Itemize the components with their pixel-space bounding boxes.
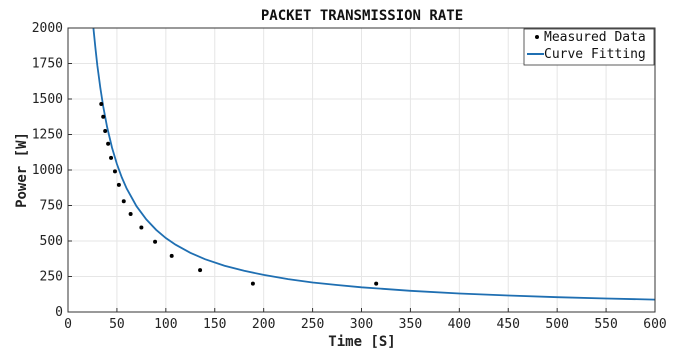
y-tick-label: 0 <box>55 305 63 320</box>
y-tick-label: 500 <box>40 234 63 249</box>
x-tick-label: 100 <box>154 317 177 332</box>
measured-data-point <box>109 155 114 160</box>
x-tick-label: 300 <box>350 317 373 332</box>
x-tick-label: 350 <box>399 317 422 332</box>
x-tick-label: 250 <box>301 317 324 332</box>
x-tick-label: 400 <box>448 317 471 332</box>
legend-marker-measured-data <box>535 35 539 39</box>
x-tick-label: 150 <box>203 317 226 332</box>
x-tick-label: 0 <box>64 317 72 332</box>
curve-fitting-line <box>92 27 656 301</box>
measured-data-point <box>250 281 255 286</box>
x-tick-label: 500 <box>545 317 568 332</box>
chart-title: PACKET TRANSMISSION RATE <box>261 8 463 24</box>
x-tick-label: 450 <box>497 317 520 332</box>
y-tick-label: 250 <box>40 270 63 285</box>
y-tick-label: 1000 <box>32 163 63 178</box>
curve-fitting-path <box>92 27 656 301</box>
measured-data-point <box>101 114 106 119</box>
x-axis-label: Time [S] <box>328 334 395 350</box>
measured-data-point <box>128 212 133 217</box>
legend-label-measured-data: Measured Data <box>544 30 646 45</box>
y-tick-label: 2000 <box>32 21 63 36</box>
measured-data-point <box>121 199 126 204</box>
y-tick-label: 1750 <box>32 57 63 72</box>
legend-label-curve-fitting: Curve Fitting <box>544 47 646 62</box>
measured-data-point <box>139 225 144 230</box>
y-tick-label: 1500 <box>32 92 63 107</box>
measured-data-point <box>112 169 117 174</box>
y-tick-label: 750 <box>40 199 63 214</box>
measured-data-point <box>153 239 158 244</box>
y-axis-ticks: 0 250 500 750 1000 1250 1500 1750 2000 <box>32 21 72 320</box>
measured-data-point <box>169 253 174 258</box>
measured-data-point <box>198 268 203 273</box>
y-tick-label: 1250 <box>32 128 63 143</box>
x-tick-label: 200 <box>252 317 275 332</box>
measured-data-points <box>99 101 379 286</box>
x-tick-label: 600 <box>643 317 666 332</box>
measured-data-point <box>374 281 379 286</box>
measured-data-point <box>116 182 121 187</box>
measured-data-point <box>99 101 104 106</box>
legend: Measured Data Curve Fitting <box>523 28 655 66</box>
x-tick-label: 50 <box>109 317 125 332</box>
measured-data-point <box>106 141 111 146</box>
measured-data-point <box>103 128 108 133</box>
legend-box <box>523 28 655 66</box>
y-axis-label: Power [W] <box>14 132 30 208</box>
x-tick-label: 550 <box>594 317 617 332</box>
x-axis-ticks: 0 50 100 150 200 250 300 350 400 450 500 550 600 <box>64 308 667 332</box>
